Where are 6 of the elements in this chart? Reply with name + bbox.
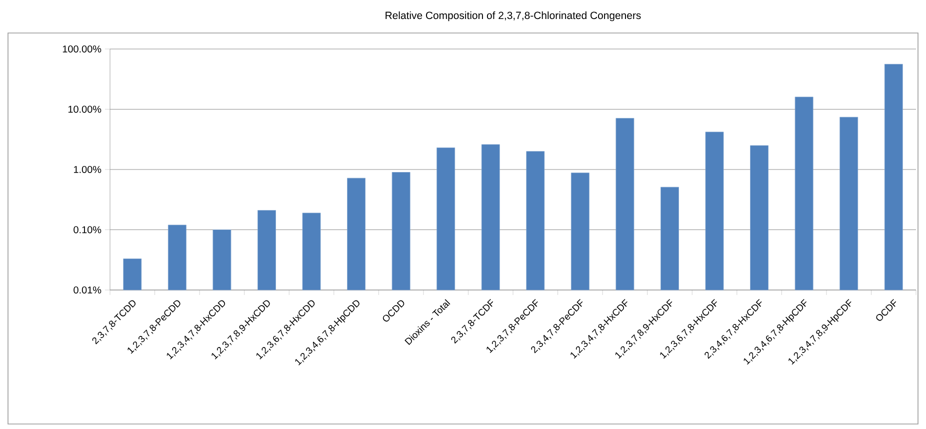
- y-tick-label: 0.10%: [74, 226, 102, 234]
- y-tick-label: 100.00%: [62, 45, 102, 53]
- y-tick-label: 1.00%: [74, 166, 102, 174]
- y-tick-label: 0.01%: [74, 286, 102, 294]
- chart-title: Relative Composition of 2,3,7,8-Chlorinated Congeners: [386, 11, 641, 22]
- y-tick-label: 10.00%: [68, 106, 102, 113]
